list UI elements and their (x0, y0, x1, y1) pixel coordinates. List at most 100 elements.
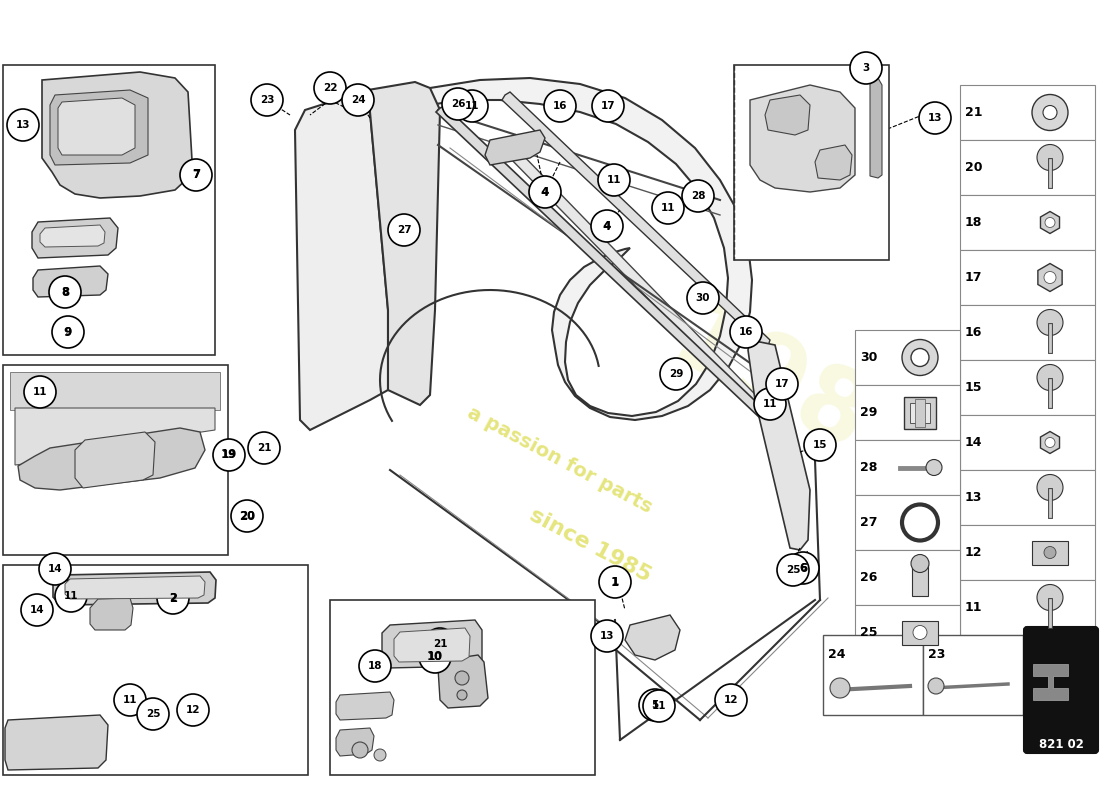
Circle shape (911, 554, 930, 573)
Text: 19: 19 (222, 450, 236, 460)
Polygon shape (368, 82, 440, 405)
Text: 18: 18 (367, 661, 383, 671)
Circle shape (600, 566, 631, 598)
Text: 2: 2 (169, 593, 177, 603)
Text: 14: 14 (47, 564, 63, 574)
Circle shape (1045, 218, 1055, 227)
Polygon shape (904, 397, 936, 429)
Circle shape (1037, 585, 1063, 610)
Text: 25: 25 (860, 626, 878, 639)
Circle shape (918, 102, 952, 134)
Bar (960, 580, 1094, 635)
Polygon shape (1041, 211, 1059, 234)
Text: 821 02: 821 02 (1038, 738, 1084, 751)
Text: 1: 1 (610, 575, 619, 589)
Circle shape (1037, 310, 1063, 335)
Polygon shape (53, 572, 216, 605)
Text: 24: 24 (351, 95, 365, 105)
Bar (960, 525, 1094, 580)
Text: 25: 25 (785, 565, 801, 575)
Polygon shape (75, 432, 155, 488)
Circle shape (1037, 365, 1063, 390)
Text: 7: 7 (192, 170, 200, 180)
Bar (855, 330, 960, 385)
Text: 11: 11 (651, 701, 667, 711)
Polygon shape (430, 78, 752, 420)
Polygon shape (42, 72, 192, 198)
Circle shape (804, 429, 836, 461)
Circle shape (114, 684, 146, 716)
Polygon shape (748, 340, 810, 550)
Polygon shape (750, 85, 855, 192)
Circle shape (419, 641, 451, 673)
Text: 28: 28 (691, 191, 705, 201)
Circle shape (911, 349, 930, 366)
Circle shape (544, 90, 576, 122)
Circle shape (424, 628, 456, 660)
Bar (855, 495, 960, 550)
Bar (960, 470, 1094, 525)
Polygon shape (1038, 263, 1063, 291)
Bar (3, 565, 308, 775)
Text: 11: 11 (762, 399, 778, 409)
Text: 10: 10 (428, 652, 442, 662)
Circle shape (52, 316, 84, 348)
Text: 16: 16 (739, 327, 754, 337)
Polygon shape (870, 78, 882, 178)
FancyBboxPatch shape (1024, 627, 1098, 753)
Polygon shape (1041, 431, 1059, 454)
Text: 13: 13 (965, 491, 982, 504)
Text: 30: 30 (695, 293, 711, 303)
Text: 12: 12 (965, 546, 982, 559)
Text: 1985: 1985 (654, 292, 946, 508)
Text: 27: 27 (860, 516, 878, 529)
Text: 11: 11 (464, 101, 480, 111)
Polygon shape (15, 408, 214, 465)
Polygon shape (58, 98, 135, 155)
Text: 4: 4 (603, 221, 611, 231)
Polygon shape (502, 92, 770, 346)
Circle shape (388, 214, 420, 246)
Text: 6: 6 (800, 563, 806, 573)
Bar (3, 65, 215, 355)
Circle shape (913, 626, 927, 639)
Text: 19: 19 (221, 449, 238, 462)
Bar (960, 195, 1094, 250)
Circle shape (1032, 94, 1068, 130)
Circle shape (850, 52, 882, 84)
Circle shape (24, 376, 56, 408)
Circle shape (644, 690, 675, 722)
Polygon shape (506, 147, 780, 425)
Circle shape (1044, 271, 1056, 283)
Circle shape (777, 554, 808, 586)
Text: 11: 11 (64, 591, 78, 601)
Circle shape (342, 84, 374, 116)
Circle shape (754, 388, 786, 420)
Polygon shape (394, 628, 470, 662)
Circle shape (138, 698, 169, 730)
Circle shape (352, 742, 368, 758)
Text: 7: 7 (191, 169, 200, 182)
Polygon shape (485, 130, 544, 165)
Text: 22: 22 (322, 83, 338, 93)
Polygon shape (65, 576, 205, 599)
Text: 29: 29 (860, 406, 878, 419)
Circle shape (652, 192, 684, 224)
Text: 11: 11 (123, 695, 138, 705)
Polygon shape (295, 90, 388, 430)
Polygon shape (40, 225, 104, 247)
Polygon shape (336, 692, 394, 720)
Text: 13: 13 (15, 120, 31, 130)
Bar (855, 440, 960, 495)
Text: 11: 11 (33, 387, 47, 397)
Circle shape (7, 109, 39, 141)
Polygon shape (438, 655, 488, 708)
Text: 14: 14 (965, 436, 982, 449)
Polygon shape (625, 615, 680, 660)
Text: 30: 30 (860, 351, 878, 364)
Circle shape (359, 650, 390, 682)
Polygon shape (33, 266, 108, 297)
Circle shape (248, 432, 280, 464)
Text: 21: 21 (256, 443, 272, 453)
Circle shape (50, 276, 81, 308)
